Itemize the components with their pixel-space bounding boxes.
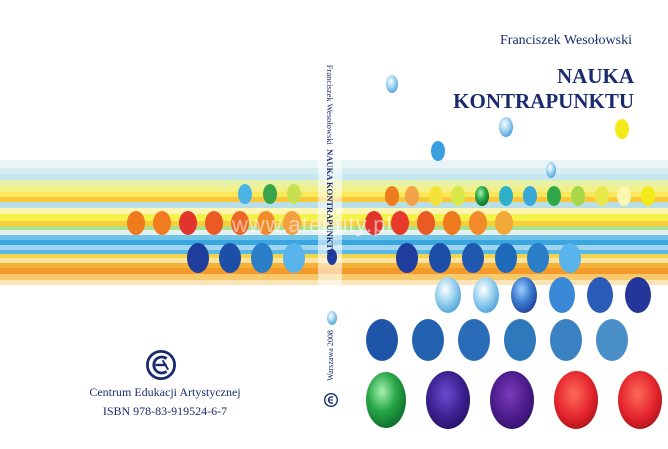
- spine-book-title: NAUKA KONTRAPUNKTU: [325, 149, 336, 256]
- watermark: www.atenuty.pl: [232, 212, 393, 237]
- book-title-line-1: NAUKA: [557, 64, 634, 88]
- isbn: ISBN 978-83-919524-6-7: [102, 404, 228, 418]
- book-title: NAUKA KONTRAPUNKTU: [453, 64, 634, 114]
- spine-title: Franciszek Wesołowski NAUKA KONTRAPUNKTU: [318, 40, 342, 280]
- spine-author: Franciszek Wesołowski: [325, 64, 336, 145]
- cea-logo-icon: [146, 350, 176, 380]
- spine-place-year: Warszawa 2008: [325, 329, 335, 381]
- book-title-line-2: KONTRAPUNKTU: [453, 89, 634, 113]
- cea-logo-icon: [324, 393, 338, 407]
- author-name: Franciszek Wesołowski: [500, 33, 632, 48]
- publisher-name: Centrum Edukacji Artystycznej: [89, 385, 241, 399]
